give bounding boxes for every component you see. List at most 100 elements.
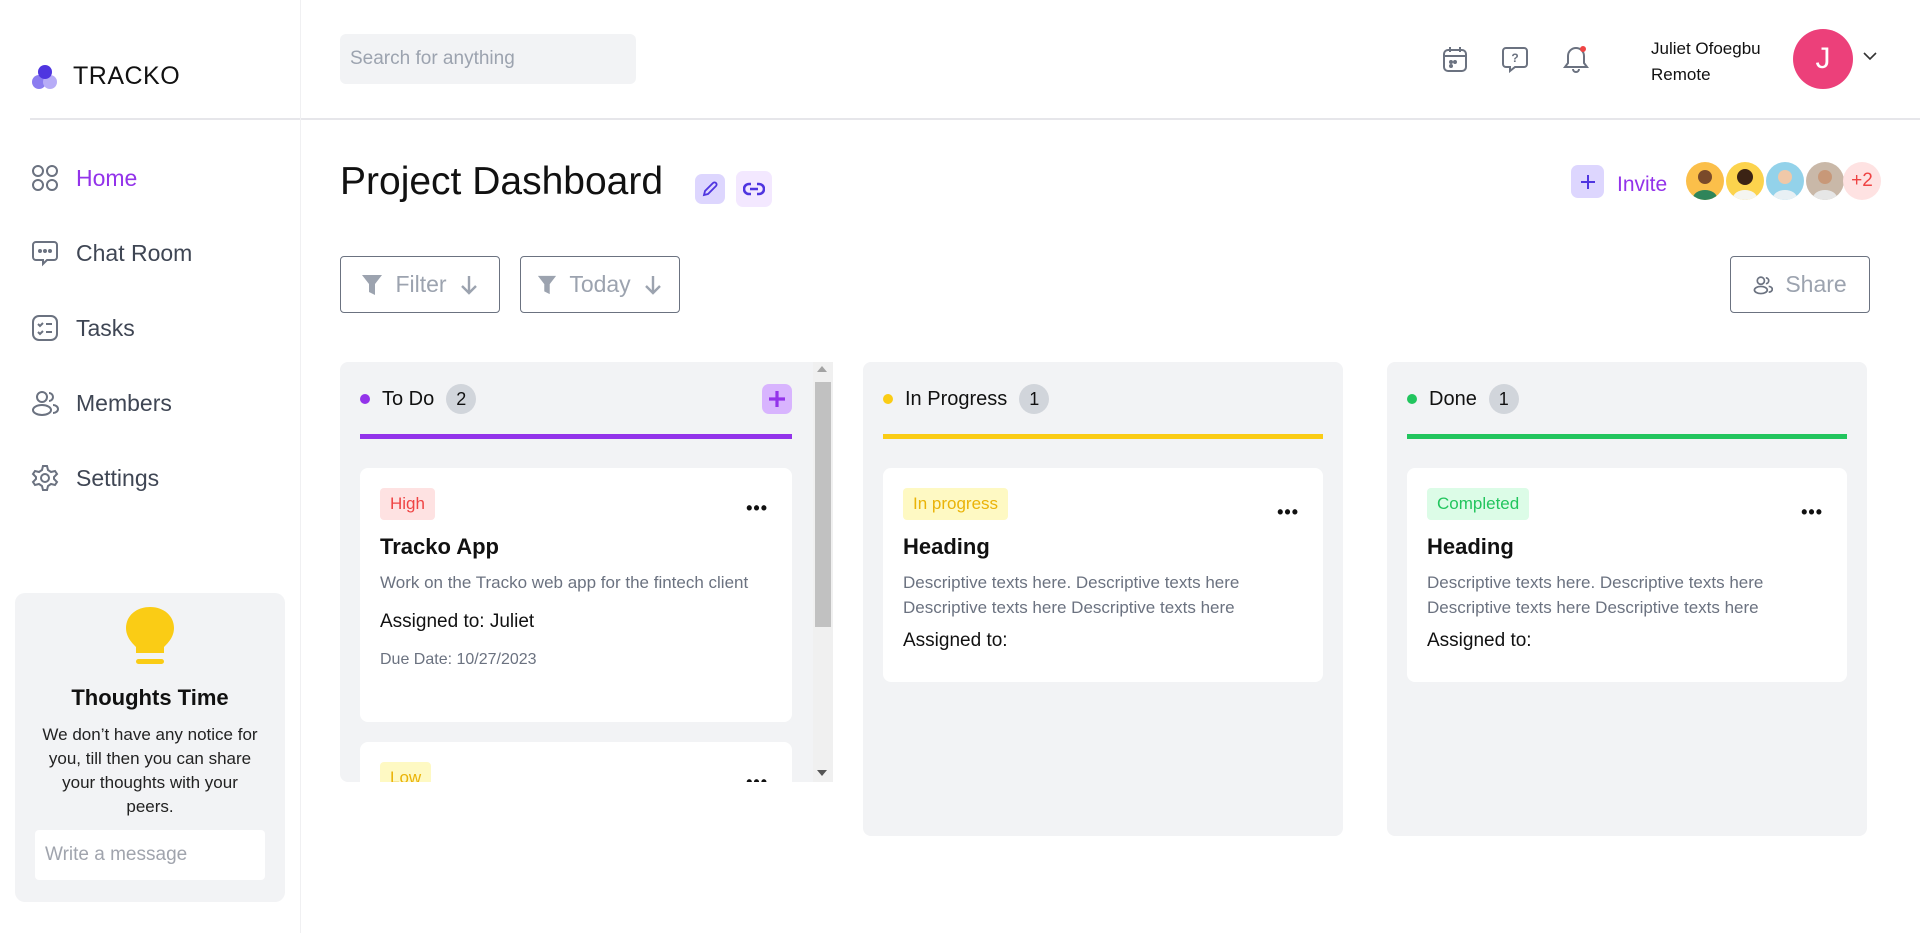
filter-label: Filter [395,271,447,297]
user-role: Remote [1651,65,1711,84]
column-header: In Progress 1 [883,384,1050,414]
members-icon [1753,275,1774,294]
svg-text:?: ? [1511,51,1518,65]
count-badge: 1 [1019,384,1050,414]
status-badge: Completed [1427,488,1530,520]
thoughts-text: We don’t have any notice for you, till t… [42,725,258,816]
invite-label[interactable]: Invite [1617,173,1668,196]
logo[interactable]: TRACKO [31,62,180,91]
sidebar-item-label: Chat Room [76,239,193,266]
column-in-progress: In Progress 1 In progress ••• Heading De… [863,362,1343,836]
member-avatar[interactable] [1806,162,1844,200]
count-badge: 1 [1488,384,1519,414]
column-header: To Do 2 [360,384,477,414]
sidebar-item-label: Tasks [76,314,135,341]
logo-icon [32,64,57,89]
user-info[interactable]: Juliet Ofoegbu Remote [1651,36,1761,88]
sidebar: TRACKO Home Chat Room Tasks Members Sett… [0,0,301,933]
card-title: Heading [903,534,990,559]
scroll-up-icon[interactable] [817,366,827,372]
tasks-icon [32,315,58,341]
today-label: Today [569,271,631,297]
arrow-down-icon [644,275,661,295]
member-avatar[interactable] [1686,162,1724,200]
member-avatar[interactable] [1766,162,1804,200]
chevron-down-icon[interactable] [1862,50,1878,62]
task-card[interactable]: High ••• Tracko App Work on the Tracko w… [360,468,792,722]
plus-icon [1580,174,1595,189]
more-options-icon[interactable]: ••• [746,772,768,782]
scroll-down-icon[interactable] [817,770,827,776]
scrollbar-thumb[interactable] [815,382,831,627]
sidebar-item-tasks[interactable]: Tasks [31,314,135,342]
chat-icon [32,241,58,267]
sidebar-item-settings[interactable]: Settings [31,464,159,492]
thoughts-title: Thoughts Time [71,685,229,710]
user-avatar[interactable]: J [1793,29,1853,89]
plus-icon [769,391,785,407]
funnel-icon [362,274,383,295]
card-assignee: Assigned to: [903,630,1008,651]
status-badge: In progress [903,488,1009,520]
gear-icon [31,465,59,491]
page-title: Project Dashboard [340,160,664,203]
calendar-icon[interactable] [1441,45,1469,73]
edit-button[interactable] [695,174,725,204]
column-bar [883,434,1323,439]
card-description: Descriptive texts here. Descriptive text… [1427,573,1764,617]
status-dot [1407,394,1417,404]
grid-icon [32,165,58,191]
column-title: To Do [382,387,435,410]
priority-badge: Low [380,762,432,782]
thoughts-card: Thoughts Time We don’t have any notice f… [15,593,285,902]
extra-members-count[interactable]: +2 [1843,162,1881,200]
members-icon [32,391,59,416]
help-icon[interactable]: ? [1501,45,1529,73]
sidebar-item-label: Members [76,389,172,416]
search-input[interactable] [340,34,636,84]
more-options-icon[interactable]: ••• [1801,502,1823,522]
card-assignee: Assigned to: [1427,630,1532,651]
sidebar-item-home[interactable]: Home [31,164,137,192]
task-card[interactable]: In progress ••• Heading Descriptive text… [883,468,1323,682]
status-dot [360,394,370,404]
card-description: Work on the Tracko web app for the finte… [380,573,749,592]
arrow-down-icon [460,275,477,295]
card-due-date: Due Date: 10/27/2023 [380,651,537,668]
column-todo: To Do 2 High ••• Tracko App Work on the … [340,362,833,782]
more-options-icon[interactable]: ••• [746,498,768,518]
divider [30,118,300,120]
column-bar [360,434,792,439]
sidebar-item-members[interactable]: Members [31,389,172,417]
sidebar-item-label: Home [76,164,138,191]
scrollbar[interactable] [813,362,833,782]
status-dot [883,394,893,404]
task-card[interactable]: Completed ••• Heading Descriptive texts … [1407,468,1847,682]
task-card[interactable]: Low ••• [360,742,792,782]
sidebar-item-label: Settings [76,464,160,491]
invite-button[interactable] [1571,165,1604,198]
count-badge: 2 [446,384,477,414]
copy-link-button[interactable] [736,171,772,207]
link-icon [743,182,765,196]
column-title: Done [1429,387,1477,410]
member-avatar[interactable] [1726,162,1764,200]
column-header: Done 1 [1407,384,1519,414]
header-divider [301,118,1920,120]
column-title: In Progress [905,387,1008,410]
message-input[interactable] [35,830,265,880]
pencil-icon [702,181,718,197]
add-task-button[interactable] [762,384,792,414]
column-done: Done 1 Completed ••• Heading Descriptive… [1387,362,1867,836]
more-options-icon[interactable]: ••• [1277,502,1299,522]
user-name: Juliet Ofoegbu [1651,39,1761,58]
filter-button[interactable]: Filter [340,256,500,313]
card-assignee: Assigned to: Juliet [380,611,535,632]
bell-icon[interactable] [1562,45,1590,73]
share-button[interactable]: Share [1730,256,1870,313]
lightbulb-icon [126,607,174,664]
column-bar [1407,434,1847,439]
today-button[interactable]: Today [520,256,680,313]
sidebar-item-chat-room[interactable]: Chat Room [31,239,192,267]
share-label: Share [1785,271,1847,297]
